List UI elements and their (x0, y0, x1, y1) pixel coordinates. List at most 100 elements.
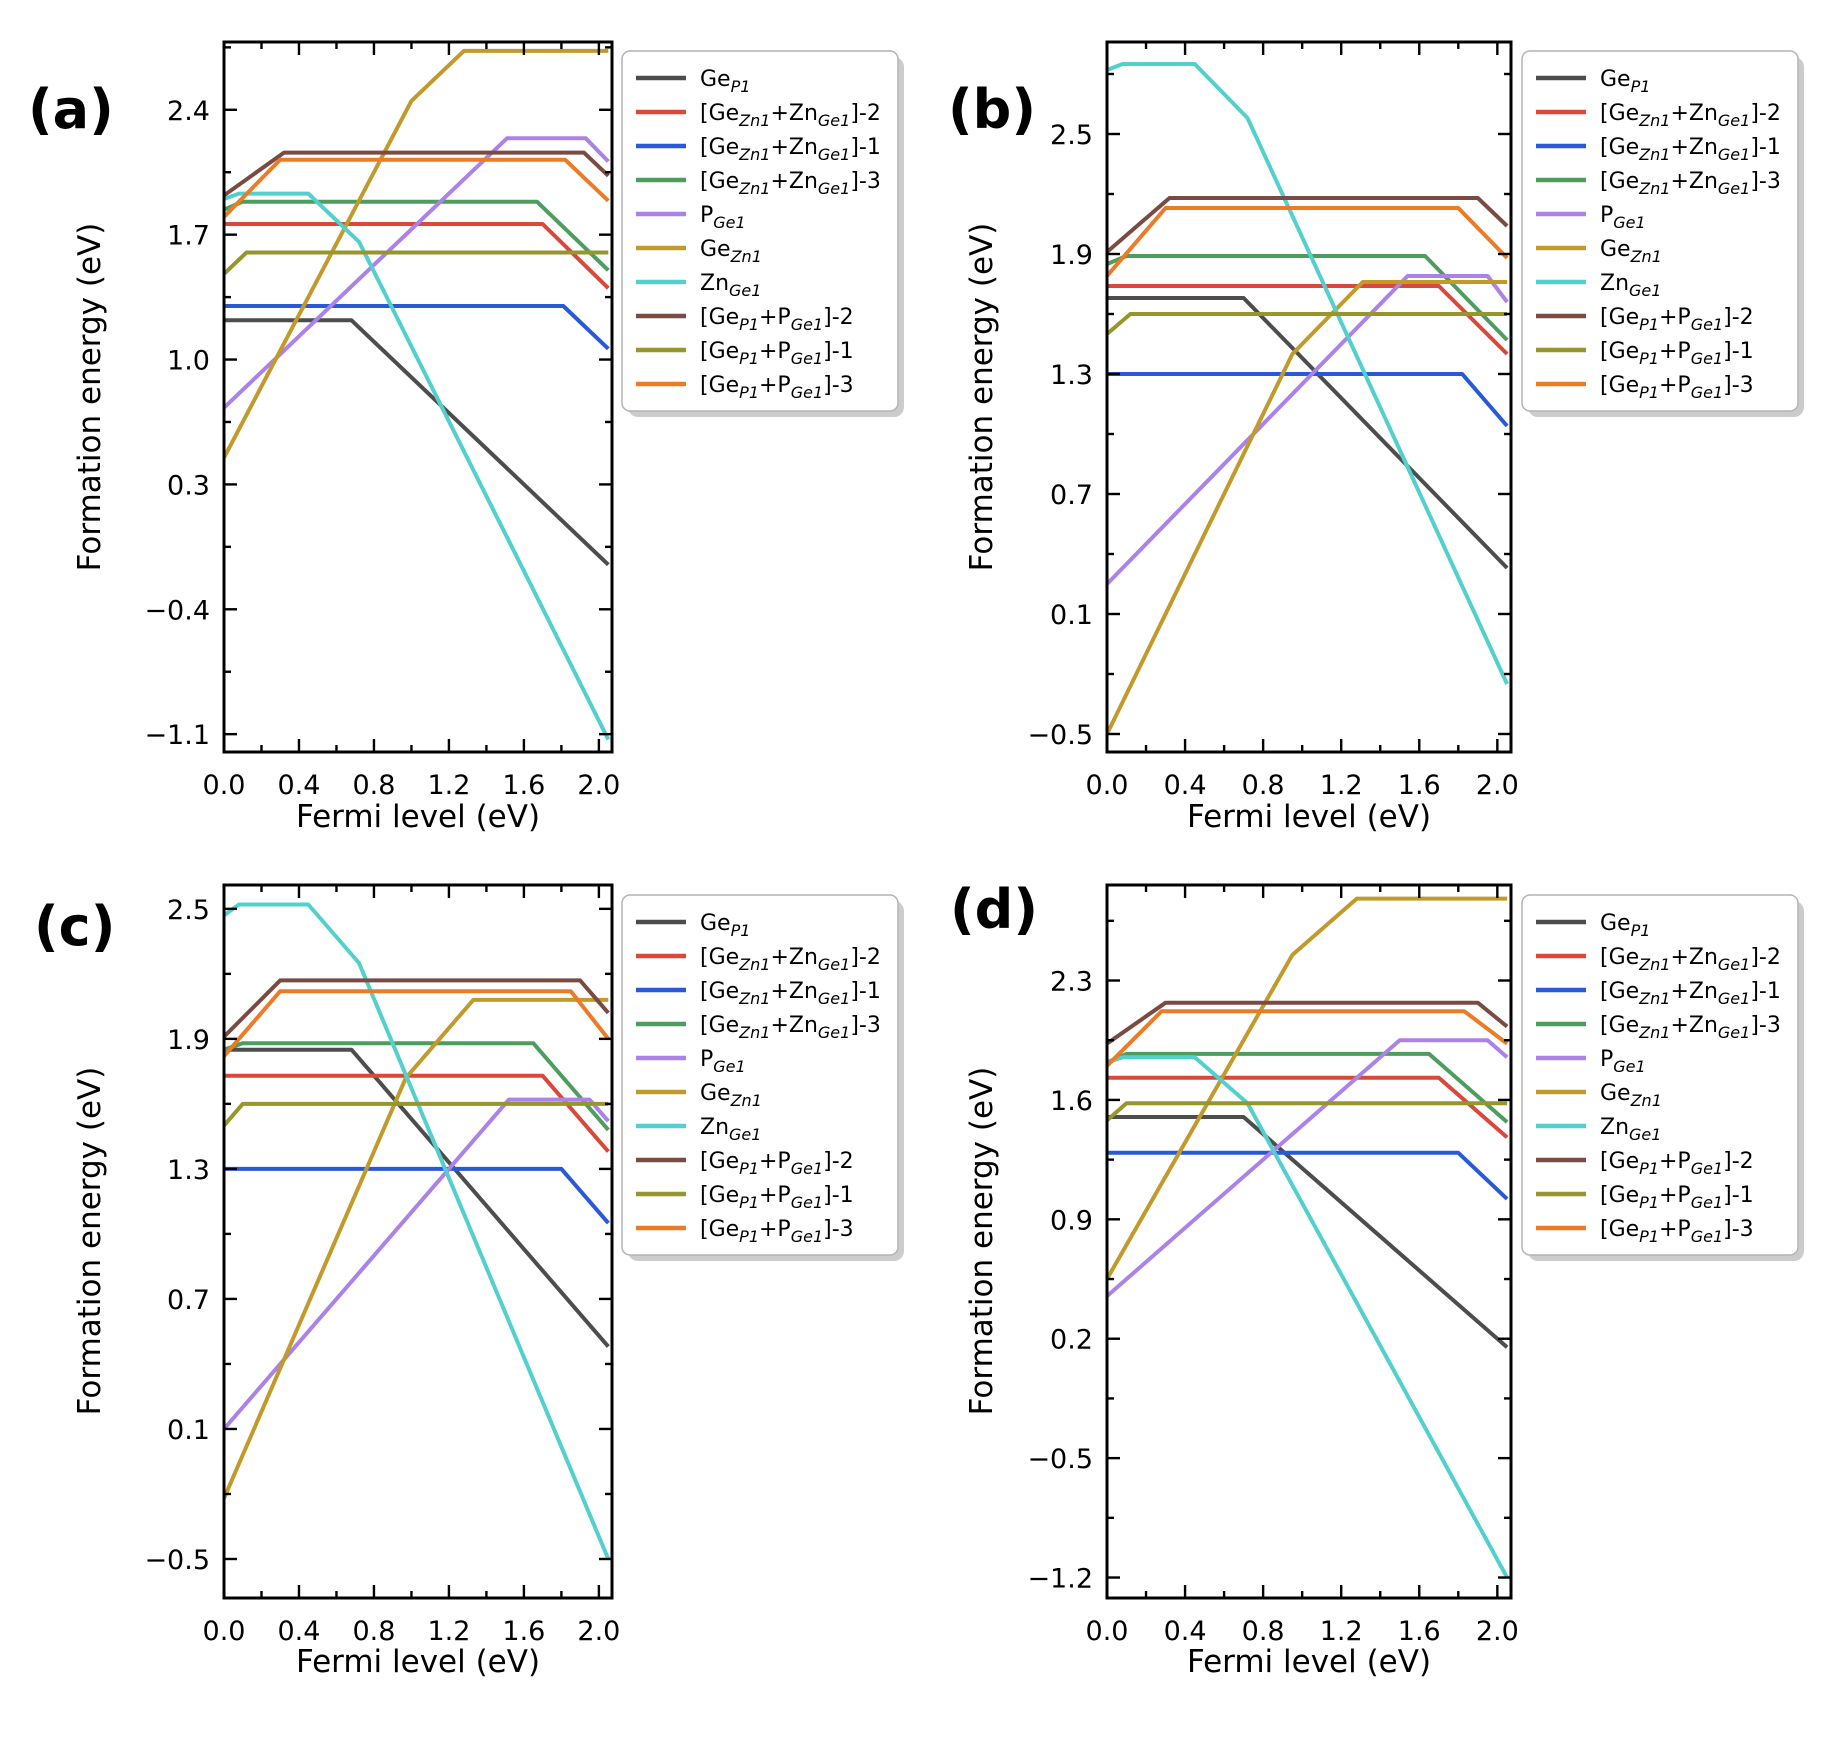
legend-label-subscript: Ge1 (791, 1193, 823, 1212)
series-b-ge_p1-line (1107, 296, 1509, 570)
axes-spines (1105, 883, 1513, 1600)
legend-label-text: Ge (700, 1081, 731, 1106)
series-a-ge_zn1-line (224, 48, 609, 459)
series-c-gezn_znge_2-line (224, 1073, 610, 1153)
legend-entry-ge_p1: GeP1 (1536, 67, 1650, 96)
series-c-gezn_znge_1-line (224, 1166, 610, 1225)
legend-label-subscript: Ge1 (791, 315, 823, 334)
legend-label-gep_pge_2: [GeP1+PGe1]-2 (700, 1149, 854, 1178)
legend-label-gep_pge_3: [GeP1+PGe1]-3 (1600, 1217, 1754, 1246)
legend-box (1521, 894, 1799, 1256)
legend-label-text: ]-2 (1750, 945, 1781, 970)
y-tick-label: −1.2 (1027, 1564, 1093, 1595)
legend-label-p_ge1: PGe1 (1600, 1047, 1646, 1076)
legend-entry-ge_zn1: GeZn1 (636, 237, 762, 266)
legend-label-gep_pge_3: [GeP1+PGe1]-3 (700, 373, 854, 402)
series-a-gezn_znge_2-line (224, 222, 610, 290)
series-d-gep_pge_3-line (1107, 1009, 1509, 1068)
panel-a: (a) Fermi level (eV) Formation energy (e… (28, 40, 904, 835)
legend-label-subscript: Ge1 (1718, 955, 1750, 974)
legend-label-subscript: Ge1 (1691, 383, 1723, 402)
legend-label-ge_p1: GeP1 (700, 911, 750, 940)
legend-a: GeP1[GeZn1+ZnGe1]-2[GeZn1+ZnGe1]-1[GeZn1… (621, 50, 904, 417)
legend-entry-gep_pge_3: [GeP1+PGe1]-3 (1536, 1217, 1754, 1246)
legend-label-p_ge1: PGe1 (1600, 203, 1646, 232)
legend-label-gezn_znge_3: [GeZn1+ZnGe1]-3 (1600, 1013, 1781, 1042)
legend-label-text: ]-2 (1750, 101, 1781, 126)
legend-label-gezn_znge_2: [GeZn1+ZnGe1]-2 (700, 945, 881, 974)
legend-entry-p_ge1: PGe1 (1536, 1047, 1646, 1076)
series-b-gep_pge_1-line (1107, 312, 1508, 336)
legend-entry-gezn_znge_1: [GeZn1+ZnGe1]-1 (636, 135, 881, 164)
legend-label-subscript: Ge1 (1718, 145, 1750, 164)
legend-label-text: ]-3 (850, 169, 881, 194)
y-tick-label: 0.1 (1050, 600, 1093, 631)
legend-label-text: +Zn (770, 135, 817, 160)
legend-label-text: P (700, 1047, 713, 1072)
legend-label-subscript: P1 (739, 1159, 759, 1178)
series-group (224, 902, 611, 1560)
legend-entry-p_ge1: PGe1 (636, 203, 746, 232)
y-axis-label-a: Formation energy (eV) (72, 223, 108, 572)
series-c-gep_pge_3-line (224, 989, 610, 1058)
legend-label-text: Ge (1600, 911, 1631, 936)
series-d-p_ge1-line (1107, 1038, 1509, 1298)
legend-label-zn_ge1: ZnGe1 (1600, 1115, 1661, 1144)
legend-label-text: [Ge (700, 339, 739, 364)
x-axis-label-d: Fermi level (eV) (1187, 1644, 1431, 1680)
legend-label-text: +P (1659, 1217, 1691, 1242)
series-d-gep_pge_2-line (1107, 1000, 1509, 1046)
legend-label-text: [Ge (1600, 979, 1639, 1004)
legend-label-text: ]-2 (823, 1149, 854, 1174)
x-tick-label: 0.4 (277, 770, 320, 801)
legend-label-text: ]-3 (1723, 1217, 1754, 1242)
legend-label-subscript: Ge1 (818, 955, 850, 974)
series-a-gep_pge_1-line (224, 250, 609, 276)
series-b-gezn_znge_3-line (1107, 254, 1509, 342)
legend-label-text: +P (1659, 1149, 1691, 1174)
series-b-gep_pge_3-line (1107, 206, 1509, 278)
legend-label-text: ]-1 (1723, 339, 1754, 364)
legend-label-subscript: Zn1 (1638, 145, 1670, 164)
legend-box (1521, 50, 1799, 412)
legend-label-gep_pge_3: [GeP1+PGe1]-3 (700, 1217, 854, 1246)
ticks-group (1105, 885, 1511, 1598)
legend-label-gep_pge_1: [GeP1+PGe1]-1 (700, 1183, 854, 1212)
plot-area-a: 0.0 0.4 0.8 1.2 1.6 2.0 2.4 1.7 1.0 0.3 −0.4 −1.1 (144, 40, 620, 801)
legend-label-text: [Ge (700, 101, 739, 126)
y-tick-label: 2.5 (1050, 120, 1093, 151)
legend-label-text: +Zn (770, 101, 817, 126)
legend-label-text: +Zn (770, 979, 817, 1004)
legend-entry-gep_pge_3: [GeP1+PGe1]-3 (636, 373, 854, 402)
series-c-p_ge1-line (224, 1097, 610, 1431)
legend-label-text: [Ge (1600, 339, 1639, 364)
legend-label-subscript: Ge1 (1718, 1023, 1750, 1042)
y-axis-label-c: Formation energy (eV) (72, 1067, 108, 1416)
series-c-ge_p1-line (224, 1047, 610, 1348)
legend-label-gep_pge_3: [GeP1+PGe1]-3 (1600, 373, 1754, 402)
legend-label-subscript: Zn1 (1638, 111, 1670, 130)
legend-label-text: [Ge (700, 135, 739, 160)
x-axis-label-c: Fermi level (eV) (296, 1644, 540, 1680)
y-tick-label: 2.5 (167, 895, 210, 926)
legend-label-subscript: Ge1 (713, 213, 745, 232)
legend-label-subscript: P1 (1639, 315, 1659, 334)
legend-label-text: ]-1 (1750, 135, 1781, 160)
y-tick-label: 1.3 (167, 1155, 210, 1186)
legend-label-text: ]-3 (850, 1013, 881, 1038)
plot-area-c: 0.0 0.4 0.8 1.2 1.6 2.0 2.5 1.9 1.3 0.7 0.1 −0.5 (144, 883, 620, 1647)
panel-c: (c) Fermi level (eV) Formation energy (e… (34, 883, 904, 1680)
legend-label-text: [Ge (700, 1149, 739, 1174)
legend-label-ge_p1: GeP1 (1600, 911, 1650, 940)
x-tick-label: 1.6 (1398, 770, 1441, 801)
legend-label-text: +P (1659, 305, 1691, 330)
legend-entry-gep_pge_1: [GeP1+PGe1]-1 (1536, 1183, 1754, 1212)
legend-label-text: +P (759, 339, 791, 364)
legend-label-ge_p1: GeP1 (700, 67, 750, 96)
x-tick-label: 0.0 (1086, 1616, 1129, 1647)
legend-label-gezn_znge_3: [GeZn1+ZnGe1]-3 (700, 1013, 881, 1042)
legend-label-text: Ge (1600, 67, 1631, 92)
y-tick-label: −0.5 (144, 1545, 210, 1576)
legend-label-zn_ge1: ZnGe1 (700, 271, 761, 300)
legend-label-text: Ge (1600, 1081, 1631, 1106)
